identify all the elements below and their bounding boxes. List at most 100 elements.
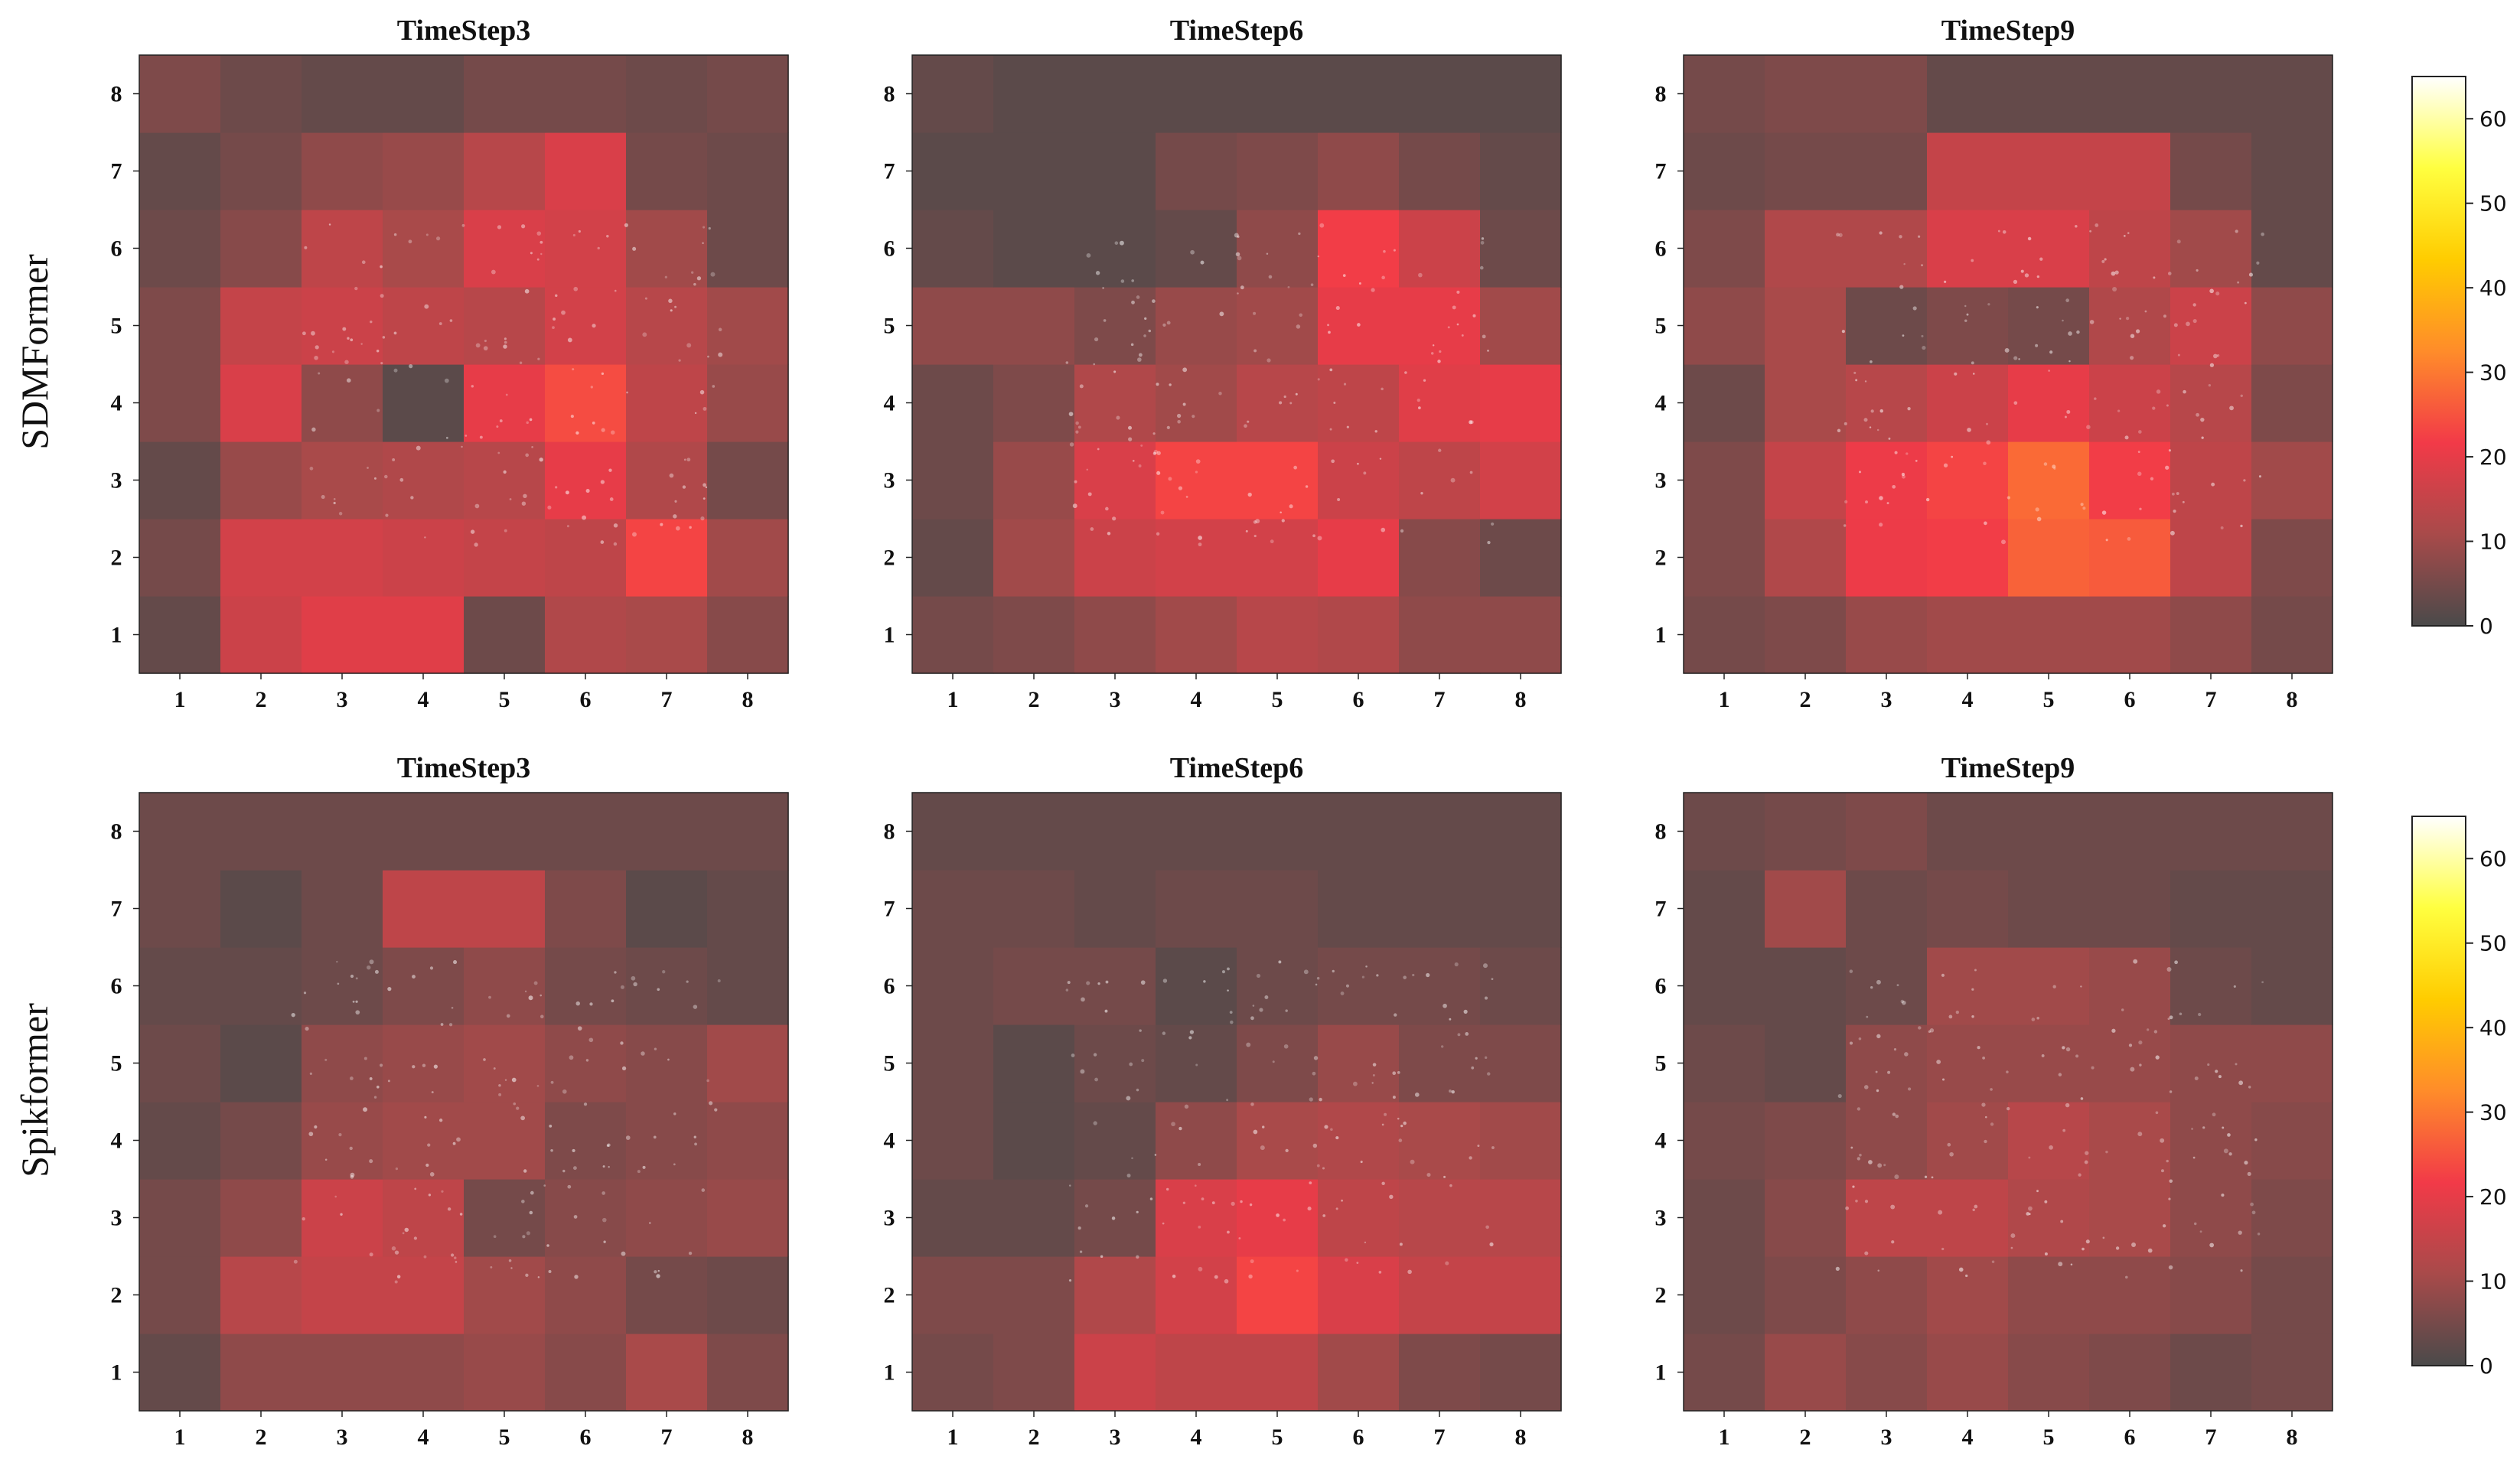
event-dot [567,1184,572,1189]
event-dot [1471,1066,1475,1070]
heatmap-cell [139,1334,221,1412]
heatmap-cell [545,55,627,133]
colorbar-tick-label: 40 [2479,1015,2507,1040]
heatmap-cell [464,1334,546,1412]
event-dot [1178,1126,1182,1131]
event-dot [2177,353,2180,357]
heatmap-cell [912,870,994,948]
event-dot [2240,394,2243,397]
heatmap-cell [383,132,465,210]
heatmap-cell [707,1024,789,1102]
event-dot [718,327,722,332]
heatmap-cell [1156,441,1237,519]
heatmap-cell [993,596,1075,674]
heatmap-cell [2008,441,2090,519]
event-dot [456,1137,461,1142]
colorbar-tick-label: 60 [2479,846,2507,871]
event-dot [1450,477,1456,483]
heatmap-cell [1846,1179,1928,1257]
heatmap-cell [139,441,221,519]
event-dot [1283,1218,1286,1222]
event-dot [470,529,475,534]
event-dot [694,1142,697,1146]
event-dot [1095,271,1100,275]
event-dot [350,1174,354,1179]
event-dot [2199,1230,2202,1233]
event-dot [1139,1029,1142,1032]
event-dot [537,357,540,360]
event-dot [1105,980,1109,984]
event-dot [1253,349,1257,353]
heatmap-cell [220,870,302,948]
event-dot [1469,420,1473,425]
heatmap-cell [1846,55,1928,133]
event-dot [519,361,523,364]
event-dot [302,331,306,336]
event-dot [2168,449,2172,452]
heatmap-cell [2251,287,2333,365]
event-dot [1360,1161,1363,1164]
event-dot [2166,404,2169,407]
heatmap-cell [1156,132,1237,210]
event-dot [2147,1248,2153,1253]
event-dot [1126,1174,1131,1178]
event-dot [377,409,380,412]
heatmap-cell [707,1179,789,1257]
event-dot [528,995,533,1001]
event-dot [1983,461,1987,466]
heatmap-cell [139,519,221,597]
event-dot [445,436,448,439]
heatmap-cell [1156,870,1237,948]
event-dot [2207,1063,2210,1067]
event-dot [1894,451,1898,454]
event-dot [1879,496,1883,500]
x-tick-label: 1 [947,1425,959,1450]
event-dot [2220,526,2224,529]
event-dot [2123,235,2126,237]
event-dot [474,542,478,547]
heatmap-cell [912,132,994,210]
x-tick-label: 6 [580,1425,592,1450]
event-dot [1921,264,1923,267]
plot-frame [139,54,789,674]
event-dot [497,225,502,230]
event-dot [1238,1237,1241,1239]
plot-frame [1683,54,2333,674]
heatmap-cell [1765,55,1847,133]
heatmap-cell [912,1256,994,1334]
event-dot [314,355,318,360]
heatmap-cell [2089,519,2171,597]
event-dot [2004,347,2010,353]
event-dot [674,305,677,308]
event-dot [1859,1153,1862,1157]
event-dot [1893,1048,1897,1051]
x-tick-label: 1 [947,687,959,712]
heatmap-cell [1480,1179,1562,1257]
event-dot [1929,1028,1935,1033]
heatmap-cell [1480,287,1562,365]
event-dot [2062,1128,2066,1132]
event-dot [649,1222,651,1224]
heatmap-cell [2008,287,2090,365]
heatmap-cell [1237,210,1319,288]
event-dot [1136,295,1140,299]
event-dot [550,1149,553,1152]
event-dot [1324,1125,1328,1129]
event-dot [1253,311,1257,315]
event-dot [1068,412,1074,416]
heatmap-cell [1765,1334,1847,1412]
event-dot [577,1026,582,1031]
event-dot [1283,395,1286,399]
heatmap-cell [383,1179,465,1257]
event-dot [505,393,508,396]
heatmap-cell [1684,1334,1765,1412]
event-dot [608,468,612,472]
heatmap-cell [1765,364,1847,442]
event-dot [2060,1220,2064,1223]
event-dot [624,223,628,227]
event-dot [2039,257,2043,261]
event-dot [1289,402,1293,405]
heatmap-cell [993,870,1075,948]
event-dot [1997,230,2000,233]
heatmap-cell [1684,947,1765,1025]
